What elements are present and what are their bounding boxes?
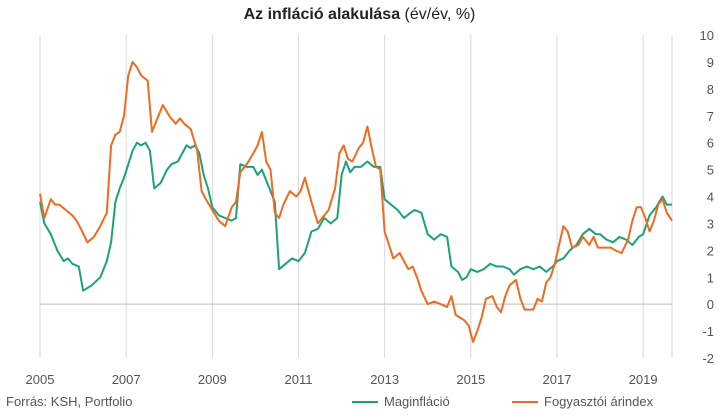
gridlines (39, 35, 673, 358)
legend-swatch-cpi (512, 400, 538, 403)
x-tick-label: 2013 (370, 372, 399, 387)
y-tick-label: 10 (700, 28, 714, 43)
y-tick-label: 9 (707, 55, 714, 70)
x-tick-label: 2007 (112, 372, 141, 387)
y-tick-label: 7 (707, 109, 714, 124)
chart-title-rest: (év/év, %) (400, 6, 476, 23)
y-axis-ticks: -2 -1 0 1 2 3 4 5 6 7 8 9 10 (700, 28, 714, 366)
y-tick-label: 6 (707, 136, 714, 151)
x-tick-label: 2005 (26, 372, 55, 387)
y-tick-label: 8 (707, 82, 714, 97)
y-tick-label: 0 (707, 297, 714, 312)
y-tick-label: 1 (707, 270, 714, 285)
series-line-core (39, 141, 672, 292)
x-axis-ticks: 2005 2007 2009 2011 2013 2015 2017 2019 (26, 372, 658, 387)
legend-label-cpi: Fogyasztói árindex (544, 394, 654, 409)
x-tick-label: 2009 (198, 372, 227, 387)
x-tick-label: 2015 (456, 372, 485, 387)
chart-title-bold: Az infláció alakulása (243, 6, 401, 23)
y-tick-label: 5 (707, 163, 714, 178)
legend-item-core: Maginfláció (352, 394, 450, 409)
series-line-cpi (39, 60, 673, 343)
x-tick-label: 2019 (629, 372, 658, 387)
source-note: Forrás: KSH, Portfolio (6, 394, 133, 409)
legend-item-cpi: Fogyasztói árindex (512, 394, 653, 409)
x-tick-label: 2017 (543, 372, 572, 387)
y-tick-label: 4 (707, 190, 714, 205)
x-tick-label: 2011 (285, 372, 313, 387)
y-tick-label: 2 (707, 243, 714, 258)
y-tick-label: -1 (702, 324, 714, 339)
chart-title: Az infláció alakulása (év/év, %) (0, 6, 719, 24)
series-lines (39, 60, 673, 343)
legend-swatch-core (352, 400, 378, 403)
y-tick-label: 3 (707, 216, 714, 231)
y-tick-label: -2 (702, 351, 714, 366)
legend-label-core: Maginfláció (384, 394, 450, 409)
